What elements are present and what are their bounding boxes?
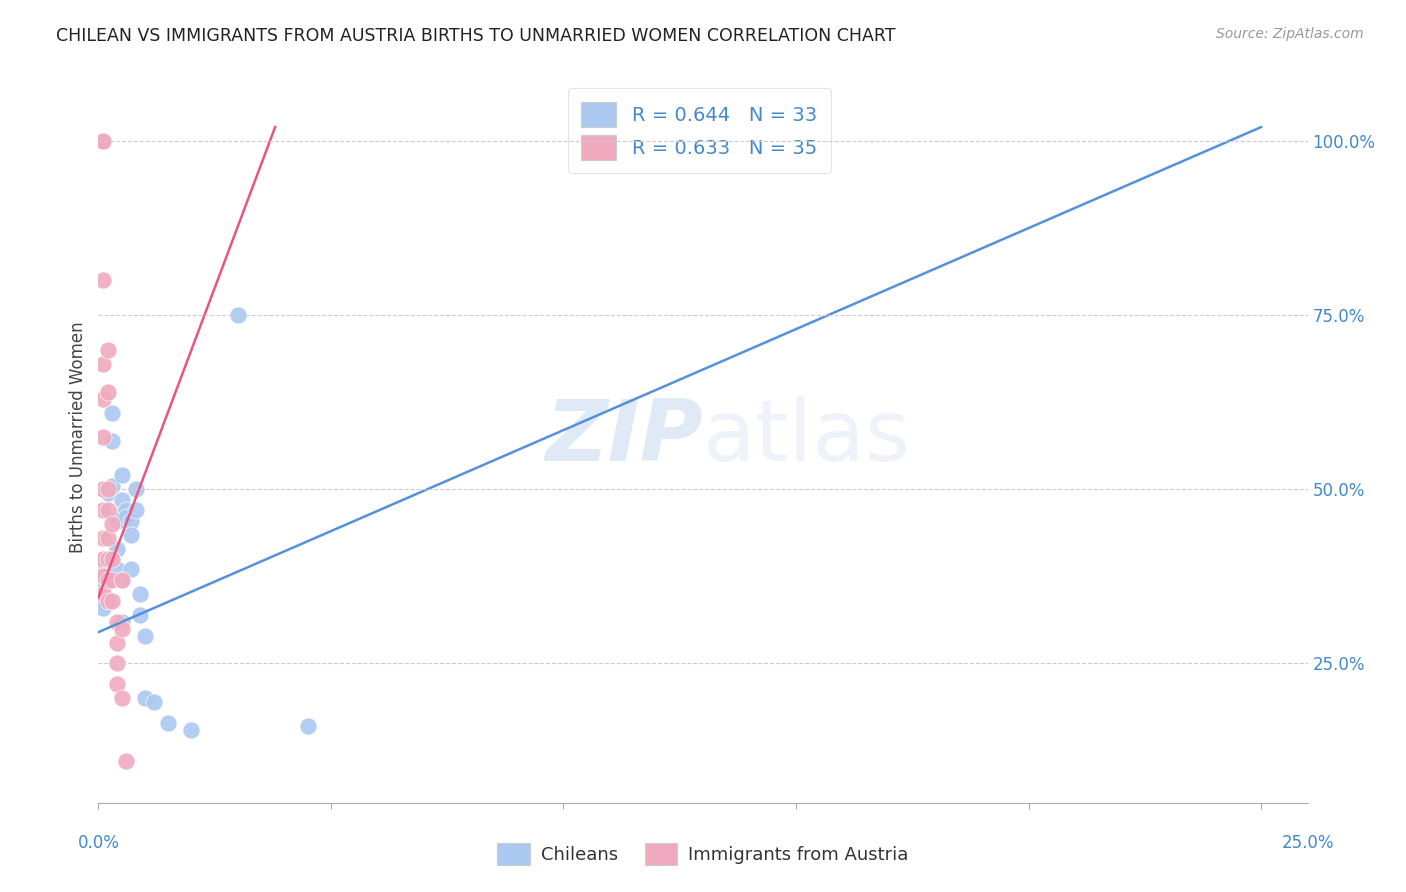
Point [297,719,319,733]
Text: atlas: atlas [703,395,911,479]
Point [105,562,128,576]
Point [97,503,120,517]
Point [101,434,124,448]
Point [91,273,114,287]
Point [97,483,120,497]
Point [226,308,249,322]
Point [105,541,128,556]
Point [124,483,146,497]
Point [97,485,120,500]
Point [91,556,114,570]
Point [105,514,128,528]
Point [105,657,128,671]
Point [97,573,120,587]
Point [143,695,166,709]
Point [97,594,120,608]
Point [91,483,114,497]
Point [91,134,114,148]
Text: 0.0%: 0.0% [77,834,120,852]
Point [111,691,134,706]
Point [101,573,124,587]
Point [120,514,142,528]
Point [97,384,120,399]
Point [115,503,138,517]
Point [91,134,114,148]
Point [111,615,134,629]
Point [180,723,202,737]
Point [91,134,114,148]
Point [129,587,152,601]
Point [105,615,128,629]
Point [115,510,138,524]
Point [91,430,114,444]
Point [157,715,180,730]
Point [101,594,124,608]
Point [91,134,114,148]
Point [91,503,114,517]
Point [120,527,142,541]
Point [101,406,124,420]
Point [124,503,146,517]
Point [111,492,134,507]
Point [111,622,134,636]
Text: ZIP: ZIP [546,395,703,479]
Legend: R = 0.644   N = 33, R = 0.633   N = 35: R = 0.644 N = 33, R = 0.633 N = 35 [568,88,831,173]
Point [91,531,114,545]
Point [105,635,128,649]
Point [134,691,156,706]
Point [91,587,114,601]
Point [91,569,114,583]
Point [97,531,120,545]
Text: CHILEAN VS IMMIGRANTS FROM AUSTRIA BIRTHS TO UNMARRIED WOMEN CORRELATION CHART: CHILEAN VS IMMIGRANTS FROM AUSTRIA BIRTH… [56,27,896,45]
Point [91,569,114,583]
Point [111,573,134,587]
Point [91,600,114,615]
Point [91,134,114,148]
Point [91,591,114,605]
Point [101,479,124,493]
Point [101,517,124,532]
Point [134,629,156,643]
Point [105,677,128,691]
Point [129,607,152,622]
Text: Source: ZipAtlas.com: Source: ZipAtlas.com [1216,27,1364,41]
Point [115,754,138,768]
Point [111,507,134,521]
Y-axis label: Births to Unmarried Women: Births to Unmarried Women [69,321,87,553]
Point [91,583,114,598]
Point [97,343,120,357]
Legend: Chileans, Immigrants from Austria: Chileans, Immigrants from Austria [488,834,918,874]
Point [91,392,114,406]
Point [91,357,114,371]
Point [97,552,120,566]
Point [101,552,124,566]
Point [111,573,134,587]
Point [111,468,134,483]
Point [91,552,114,566]
Point [120,562,142,576]
Text: 25.0%: 25.0% [1281,834,1334,852]
